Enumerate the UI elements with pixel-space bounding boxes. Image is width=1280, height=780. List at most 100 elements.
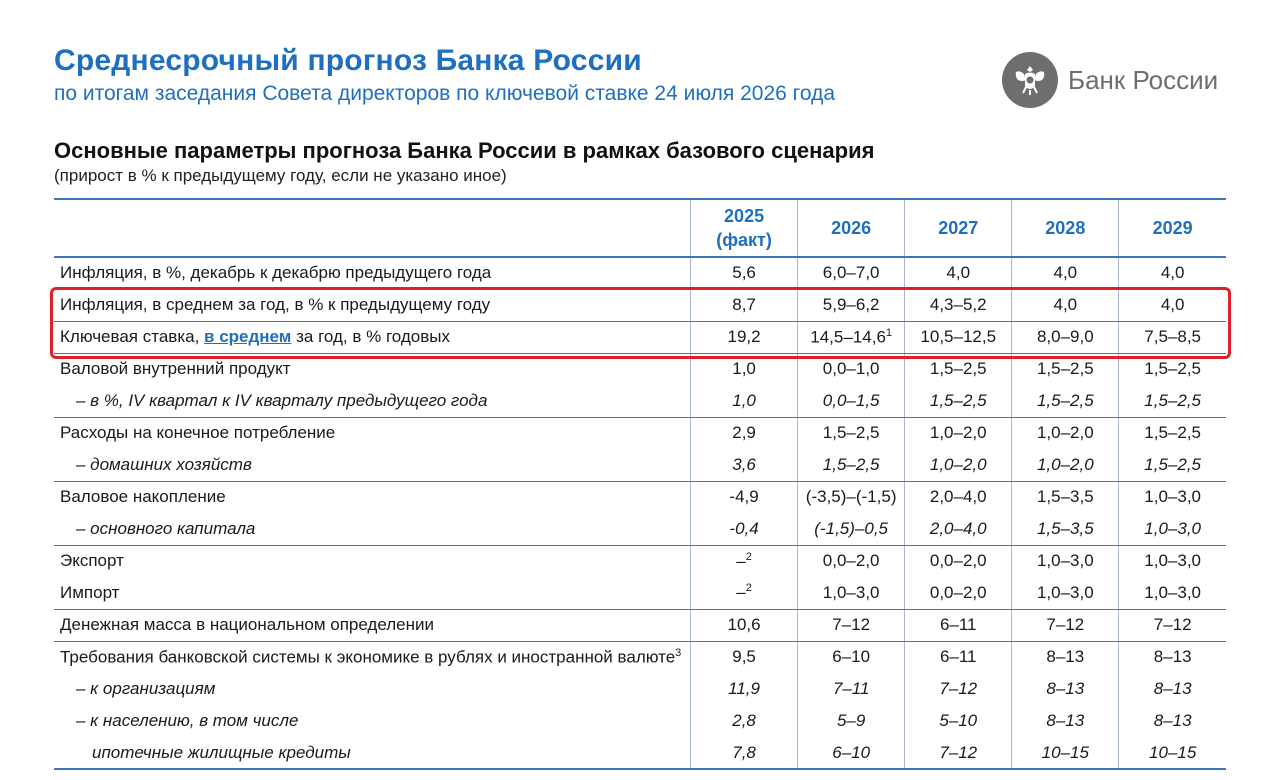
column-header-2028: 2028 [1011,199,1119,257]
table-cell: 4,0 [1011,289,1119,322]
row-label: – основного капитала [54,513,691,546]
table-cell: 8–13 [1118,641,1226,673]
table-cell: 1,5–2,5 [904,353,1012,385]
page-title: Среднесрочный прогноз Банка России [54,44,642,77]
table-row: Валовое накопление -4,9 (-3,5)–(-1,5) 2,… [54,481,1226,513]
table-cell: 1,0–2,0 [1011,417,1119,449]
column-header-2025: 2025 (факт) [690,199,798,257]
table-cell: 7–12 [1118,609,1226,642]
table-header-row: 2025 (факт) 2026 2027 2028 2029 [54,199,1226,257]
table-row: Инфляция, в среднем за год, в % к предыд… [54,289,1226,322]
table-cell: 1,5–3,5 [1011,481,1119,513]
table-cell: 0,0–1,0 [797,353,905,385]
table-cell: 10–15 [1011,737,1119,770]
table-row: Валовой внутренний продукт 1,0 0,0–1,0 1… [54,353,1226,385]
table-cell: 4,0 [1011,257,1119,290]
forecast-table: 2025 (факт) 2026 2027 2028 2029 Инфляция… [54,198,1226,770]
row-label: – в %, IV квартал к IV кварталу предыдущ… [54,385,691,418]
column-header-2026: 2026 [797,199,905,257]
table-row: Расходы на конечное потребление 2,9 1,5–… [54,417,1226,449]
table-cell: 1,5–2,5 [1118,417,1226,449]
table-cell: 1,0–3,0 [1011,545,1119,577]
table-row: Экспорт –2 0,0–2,0 0,0–2,0 1,0–3,0 1,0–3… [54,545,1226,577]
table-row: Инфляция, в %, декабрь к декабрю предыду… [54,257,1226,290]
table-row: – к населению, в том числе 2,8 5–9 5–10 … [54,705,1226,737]
table-cell: 1,0 [690,385,798,418]
table-row: ипотечные жилищные кредиты 7,8 6–10 7–12… [54,737,1226,770]
table-cell: 1,5–3,5 [1011,513,1119,546]
table-cell: 8–13 [1011,641,1119,673]
row-label: Валовой внутренний продукт [60,359,291,379]
label-text: Требования банковской системы к экономик… [60,647,676,667]
table-cell: 6–10 [797,641,905,673]
table-cell: -0,4 [690,513,798,546]
table-cell: 8,0–9,0 [1011,321,1119,354]
table-cell: 4,0 [904,257,1012,290]
table-row: – домашних хозяйств 3,6 1,5–2,5 1,0–2,0 … [54,449,1226,482]
table-cell: 2,0–4,0 [904,481,1012,513]
table-cell: 0,0–2,0 [904,545,1012,577]
table-cell: 1,0–3,0 [1118,481,1226,513]
table-cell: 1,0–3,0 [1118,577,1226,610]
table-row: Импорт –2 1,0–3,0 0,0–2,0 1,0–3,0 1,0–3,… [54,577,1226,610]
table-cell: 7–12 [904,737,1012,770]
table-cell: 11,9 [690,673,798,705]
table-cell: 2,0–4,0 [904,513,1012,546]
table-cell: 0,0–2,0 [904,577,1012,610]
table-cell: 14,5–14,61 [797,321,905,354]
footnote-marker: 3 [675,646,682,659]
label-text: за год, в % годовых [291,327,450,346]
table-row: – к организациям 11,9 7–11 7–12 8–13 8–1… [54,673,1226,705]
table-cell: 7,5–8,5 [1118,321,1226,354]
table-cell: 1,0–2,0 [904,449,1012,482]
table-cell: 7,8 [690,737,798,770]
table-cell: 7–12 [797,609,905,642]
table-cell: 6–10 [797,737,905,770]
table-cell: 1,5–2,5 [797,449,905,482]
row-label: Денежная масса в национальном определени… [54,609,691,642]
table-cell: 7–11 [797,673,905,705]
row-label: Инфляция, в среднем за год, в % к предыд… [54,289,691,322]
table-cell: 1,5–2,5 [1118,449,1226,482]
table-cell: 6,0–7,0 [797,257,905,290]
table-cell: 1,0–3,0 [1011,577,1119,610]
table-cell: 2,8 [690,705,798,737]
row-label: Экспорт [60,551,124,571]
row-label: – к организациям [76,679,216,698]
table-cell: (-1,5)–0,5 [797,513,905,546]
table-cell: 7–12 [1011,609,1119,642]
table-cell: 6–11 [904,641,1012,673]
table-cell: 1,5–2,5 [1011,353,1119,385]
cell-value: 14,5–14,6 [810,327,886,347]
label-text: Ключевая ставка, [60,327,205,346]
section-title: Основные параметры прогноза Банка России… [54,138,875,163]
footnote-marker: 2 [745,550,752,563]
table-cell: 0,0–2,0 [797,545,905,577]
table-cell: 8–13 [1011,705,1119,737]
table-cell: 1,5–2,5 [1118,385,1226,418]
table-cell: 1,0–3,0 [797,577,905,610]
table-cell: 1,0–3,0 [1118,545,1226,577]
table-cell: (-3,5)–(-1,5) [797,481,905,513]
table-cell: 5,9–6,2 [797,289,905,322]
row-label: Инфляция, в %, декабрь к декабрю предыду… [54,257,691,290]
table-row: – в %, IV квартал к IV кварталу предыдущ… [54,385,1226,418]
row-label: Импорт [54,577,691,610]
table-row: Требования банковской системы к экономик… [54,641,1226,673]
table-cell: -4,9 [690,481,798,513]
table-cell: 5–10 [904,705,1012,737]
page-subtitle: по итогам заседания Совета директоров по… [54,82,835,105]
table-cell: 4,0 [1118,257,1226,290]
column-year: 2025 [724,206,765,226]
row-label: ипотечные жилищные кредиты [54,737,691,770]
table-cell: 8–13 [1011,673,1119,705]
column-header-2029: 2029 [1118,199,1226,257]
table-cell: 1,0–3,0 [1118,513,1226,546]
table-cell: 1,5–2,5 [904,385,1012,418]
table-cell: 5–9 [797,705,905,737]
logo-text: Банк России [1068,64,1219,95]
table-row: Ключевая ставка, в среднем за год, в % г… [54,321,1226,354]
average-link[interactable]: в среднем [204,327,292,346]
table-row: – основного капитала -0,4 (-1,5)–0,5 2,0… [54,513,1226,546]
table-cell: 0,0–1,5 [797,385,905,418]
